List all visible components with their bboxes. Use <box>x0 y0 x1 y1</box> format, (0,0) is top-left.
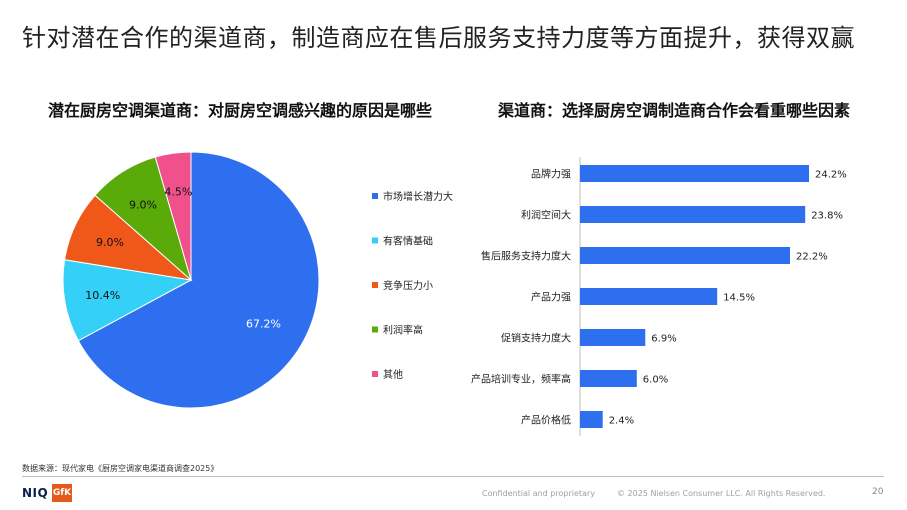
pie-slice-label: 9.0% <box>96 236 124 249</box>
bar-value-label: 14.5% <box>723 293 755 304</box>
bar-category-label: 促销支持力度大 <box>501 332 571 345</box>
legend-swatch <box>372 193 378 199</box>
gfk-logo: GfK <box>52 484 72 502</box>
bar-category-label: 产品培训专业，频率高 <box>471 373 571 386</box>
legend-swatch <box>372 282 378 288</box>
bar-category-label: 品牌力强 <box>531 168 571 181</box>
bar-value-label: 23.8% <box>811 211 843 222</box>
bar-chart: 品牌力强 24.2% 利润空间大 23.8% 售后服务支持力度大 22.2% 产品力强 14.… <box>471 157 847 436</box>
bar <box>580 247 790 264</box>
pie-slice <box>154 151 192 281</box>
pie-slice <box>62 259 193 342</box>
bar-category-label: 售后服务支持力度大 <box>481 250 571 263</box>
niq-logo: NIQ <box>22 486 49 500</box>
legend-label: 有客情基础 <box>383 235 433 248</box>
bar-value-label: 6.0% <box>643 375 668 386</box>
legend-swatch <box>372 326 378 333</box>
pie-slice-label: 10.4% <box>85 289 120 302</box>
legend-label: 利润率高 <box>383 324 423 337</box>
bar-category-label: 产品价格低 <box>521 414 571 427</box>
bar <box>580 329 646 346</box>
copyright-note: © 2025 Nielsen Consumer LLC. All Rights … <box>617 489 826 498</box>
legend-label: 市场增长潜力大 <box>383 190 453 203</box>
legend-label: 其他 <box>383 368 403 381</box>
bar-value-label: 24.2% <box>815 170 847 181</box>
legend-swatch <box>372 371 378 377</box>
bar-category-label: 利润空间大 <box>521 209 571 222</box>
legend-swatch <box>372 237 378 244</box>
bar-chart-title: 渠道商：选择厨房空调制造商合作会看重哪些因素 <box>498 101 851 120</box>
pie-chart: 67.2% 10.4% 9.0% 9.0% 4.5% <box>62 151 320 409</box>
bar-value-label: 6.9% <box>651 334 676 345</box>
footer-divider <box>22 476 884 477</box>
bar <box>580 288 718 305</box>
confidential-note: Confidential and proprietary <box>482 489 595 498</box>
bar-category-label: 产品力强 <box>531 291 571 304</box>
pie-slice-label: 4.5% <box>164 185 192 198</box>
pie-slice-label: 9.0% <box>129 198 157 211</box>
pie-slice <box>77 151 320 409</box>
pie-slice-label: 67.2% <box>246 317 281 330</box>
legend-label: 竞争压力小 <box>383 279 433 292</box>
bar <box>580 370 637 387</box>
bar <box>580 411 603 428</box>
pie-chart-title: 潜在厨房空调渠道商：对厨房空调感兴趣的原因是哪些 <box>48 101 433 120</box>
page-number: 20 <box>872 487 884 497</box>
data-source-note: 数据来源：现代家电《厨房空调家电渠道商调查2025》 <box>22 464 219 473</box>
bar-value-label: 22.2% <box>796 252 828 263</box>
bar <box>580 206 806 223</box>
page-title: 针对潜在合作的渠道商，制造商应在售后服务支持力度等方面提升，获得双赢 <box>22 24 855 52</box>
bar <box>580 165 809 182</box>
bar-value-label: 2.4% <box>609 416 634 427</box>
